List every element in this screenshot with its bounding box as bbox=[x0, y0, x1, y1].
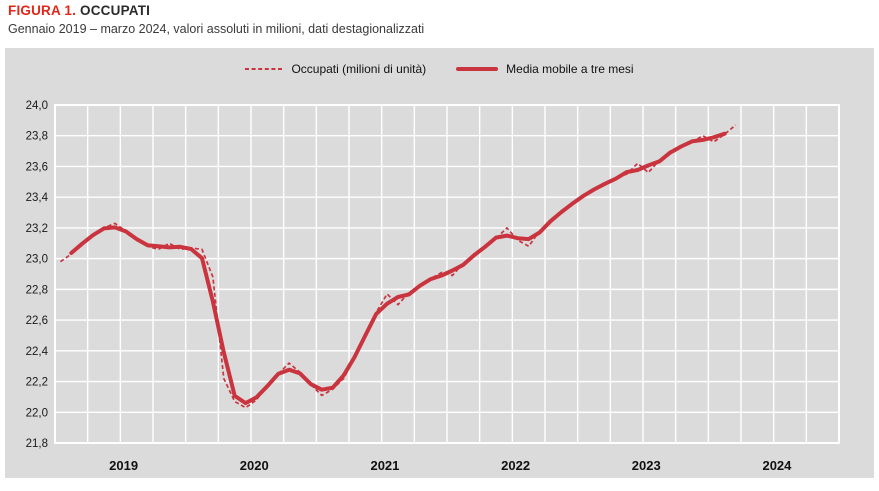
y-axis-tick-label: 23,4 bbox=[26, 192, 49, 204]
y-axis-tick-label: 22,6 bbox=[26, 315, 48, 327]
legend-dashed-line-icon bbox=[245, 68, 284, 70]
y-axis-tick-label: 23,0 bbox=[26, 254, 48, 266]
legend-solid-line-icon bbox=[456, 67, 499, 71]
figure-subtitle: Gennaio 2019 – marzo 2024, valori assolu… bbox=[8, 22, 425, 36]
x-axis-tick-label: 2024 bbox=[762, 458, 792, 473]
y-axis-tick-label: 22,2 bbox=[26, 377, 48, 389]
plot-border bbox=[54, 104, 840, 444]
x-axis-tick-label: 2023 bbox=[632, 458, 661, 473]
legend-label-media-mobile: Media mobile a tre mesi bbox=[506, 62, 634, 76]
y-axis-tick-label: 23,6 bbox=[26, 161, 48, 173]
y-axis-tick-label: 22,8 bbox=[26, 284, 48, 296]
x-axis-tick-label: 2019 bbox=[109, 458, 138, 473]
y-axis-tick-label: 22,4 bbox=[26, 346, 49, 358]
x-axis-tick-label: 2020 bbox=[240, 458, 269, 473]
figure-header: FIGURA 1. OCCUPATI Gennaio 2019 – marzo … bbox=[8, 2, 868, 37]
figure-label: FIGURA 1. bbox=[8, 3, 77, 18]
legend-item-media-mobile: Media mobile a tre mesi bbox=[456, 62, 634, 76]
y-axis-tick-label: 23,8 bbox=[26, 131, 48, 143]
chart-legend: Occupati (milioni di unità) Media mobile… bbox=[5, 62, 874, 76]
legend-label-occupati: Occupati (milioni di unità) bbox=[291, 62, 427, 76]
y-axis-tick-label: 21,8 bbox=[26, 438, 48, 450]
x-axis-tick-label: 2021 bbox=[370, 458, 399, 473]
legend-item-occupati: Occupati (milioni di unità) bbox=[245, 62, 426, 76]
y-axis-tick-label: 23,2 bbox=[26, 223, 48, 235]
chart-panel: Occupati (milioni di unità) Media mobile… bbox=[5, 48, 874, 478]
line-chart: 24,0 23,8 23,6 23,4 23,2 23,0 22,8 22,6 22,4 22,2… bbox=[26, 100, 840, 473]
figure-title-line: FIGURA 1. OCCUPATI bbox=[8, 2, 868, 20]
figure-title: OCCUPATI bbox=[80, 3, 151, 18]
y-axis-tick-label: 22,0 bbox=[26, 407, 48, 419]
y-axis-tick-label: 24,0 bbox=[26, 100, 48, 112]
series-occupati-line bbox=[59, 124, 737, 409]
x-axis-tick-label: 2022 bbox=[501, 458, 530, 473]
